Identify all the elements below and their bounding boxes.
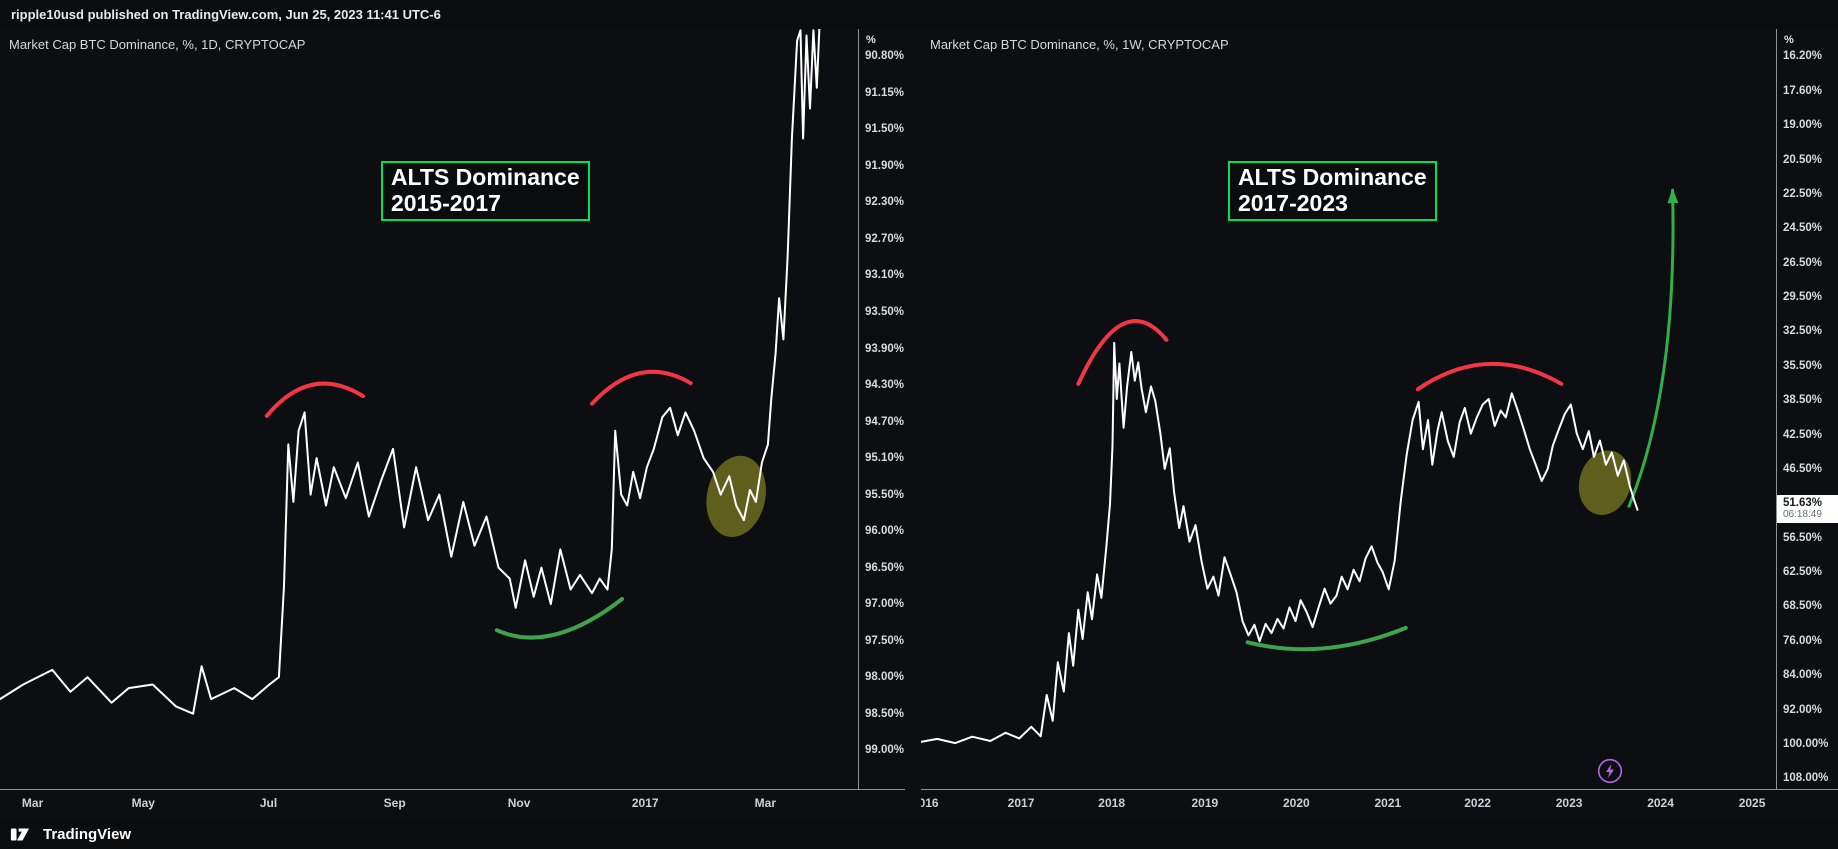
red-arc-drawing [1415, 361, 1564, 392]
price-axis-daily[interactable]: % 90.80% 91.15% 91.50% 91.90% 92.30% 92.70% 93… [858, 29, 905, 789]
up-arrow-head [1667, 188, 1679, 204]
price-tick-label: 95.10% [865, 452, 905, 465]
chart-legend-daily: Market Cap BTC Dominance, %, 1D, CRYPTOC… [9, 37, 306, 52]
price-tick-label: 96.00% [865, 525, 905, 538]
time-tick-label: 2018 [1098, 796, 1126, 810]
price-tick-label: 20.50% [1783, 153, 1823, 166]
price-tick-label: 32.50% [1783, 325, 1823, 338]
price-line-chart-weekly [921, 188, 1679, 745]
time-tick-label: 2021 [1374, 796, 1402, 810]
series-line [921, 341, 1639, 745]
time-tick-label: 2025 [1738, 796, 1766, 810]
time-axis-daily[interactable]: Mar May Jul Sep Nov 2017 Mar [0, 789, 905, 819]
price-tick-label: 91.15% [865, 86, 905, 99]
chart-plot-daily[interactable]: Market Cap BTC Dominance, %, 1D, CRYPTOC… [0, 29, 858, 789]
time-tick-label: 2017 [631, 796, 659, 810]
time-tick-label: 2020 [1282, 796, 1310, 810]
red-arc-drawing [1076, 319, 1169, 386]
lightning-icon [1598, 758, 1623, 783]
chart-plot-weekly[interactable]: Market Cap BTC Dominance, %, 1W, CRYPTOC… [921, 29, 1776, 789]
price-axis-weekly[interactable]: % 51.63% 06:18:49 16.20% 17.60% 19.00% 20.5… [1776, 29, 1838, 789]
price-tick-label: 62.50% [1783, 566, 1823, 579]
last-price-value: 51.63% [1783, 496, 1823, 509]
price-tick-label: 35.50% [1783, 359, 1823, 372]
price-tick-label: 29.50% [1783, 291, 1823, 304]
chart-panel-daily: Market Cap BTC Dominance, %, 1D, CRYPTOC… [0, 29, 905, 819]
price-tick-label: 92.30% [865, 196, 905, 209]
price-tick-label: 91.90% [865, 159, 905, 172]
green-arc-drawing [1245, 625, 1408, 652]
highlight-ellipse-drawing [706, 455, 766, 537]
price-tick-label: 56.50% [1783, 531, 1823, 544]
price-tick-label: 94.30% [865, 379, 905, 392]
time-tick-label: 2017 [1007, 796, 1035, 810]
time-tick-label: 2016 [921, 796, 939, 810]
price-tick-label: 108.00% [1783, 772, 1829, 785]
time-tick-label: 2024 [1647, 796, 1674, 810]
price-tick-label: 68.50% [1783, 600, 1823, 613]
price-tick-label: 93.90% [865, 342, 905, 355]
price-tick-label: 98.50% [865, 707, 905, 720]
price-tick-label: 93.10% [865, 269, 905, 282]
price-tick-label: 42.50% [1783, 428, 1823, 441]
price-tick-label: 19.00% [1783, 119, 1823, 132]
price-tick-label: 95.50% [865, 488, 905, 501]
tradingview-logo-icon[interactable] [10, 825, 36, 844]
time-tick-label: Sep [383, 796, 406, 810]
price-tick-label: 84.00% [1783, 669, 1823, 682]
price-tick-label: 90.80% [865, 50, 905, 63]
time-tick-label: 2022 [1464, 796, 1491, 810]
time-tick-label: Jul [259, 796, 278, 810]
time-tick-label: Mar [21, 796, 44, 810]
price-line-chart-daily [0, 29, 821, 715]
time-tick-label: Mar [754, 796, 776, 810]
red-arc-drawing [590, 369, 693, 406]
time-tick-label: May [131, 796, 155, 810]
price-tick-label: 97.00% [865, 598, 905, 611]
time-axis-weekly[interactable]: 2016 2017 2018 2019 2020 2021 2022 2023 2024 2025 [921, 789, 1838, 819]
price-axis-unit-weekly: % [1784, 34, 1794, 46]
charts-area: Market Cap BTC Dominance, %, 1D, CRYPTOC… [0, 29, 1838, 819]
publish-banner: ripple10usd published on TradingView.com… [0, 0, 1838, 29]
brand-name[interactable]: TradingView [43, 825, 132, 843]
price-tick-label: 94.70% [865, 415, 905, 428]
price-tick-label: 26.50% [1783, 256, 1823, 269]
price-tick-label: 100.00% [1783, 738, 1829, 750]
last-price-label: 51.63% 06:18:49 [1777, 494, 1838, 523]
footer: TradingView [0, 819, 1838, 849]
series-line [0, 29, 821, 715]
bar-countdown: 06:18:49 [1783, 508, 1822, 520]
publish-info: ripple10usd published on TradingView.com… [11, 7, 441, 22]
red-arc-drawing [264, 381, 365, 418]
price-tick-label: 16.20% [1783, 50, 1823, 63]
price-tick-label: 98.00% [865, 671, 905, 684]
price-tick-label: 17.60% [1783, 84, 1823, 97]
price-axis-unit-daily: % [866, 34, 876, 46]
green-arc-drawing [494, 597, 625, 640]
price-tick-label: 97.50% [865, 634, 905, 647]
price-tick-label: 99.00% [865, 744, 905, 757]
price-tick-label: 46.50% [1783, 462, 1823, 475]
price-tick-label: 76.00% [1783, 634, 1823, 647]
boost-button[interactable] [1596, 757, 1624, 785]
price-tick-label: 92.70% [865, 232, 905, 245]
time-tick-label: Nov [507, 796, 531, 810]
highlight-ellipse-drawing [1578, 450, 1632, 515]
alts-dominance-annotation: ALTS Dominance 2015-2017 [380, 161, 590, 222]
price-tick-label: 38.50% [1783, 394, 1823, 407]
price-tick-label: 92.00% [1783, 703, 1823, 716]
time-tick-label: 2019 [1191, 796, 1219, 810]
price-tick-label: 22.50% [1783, 187, 1823, 200]
chart-legend-weekly: Market Cap BTC Dominance, %, 1W, CRYPTOC… [930, 37, 1229, 52]
price-tick-label: 24.50% [1783, 222, 1823, 235]
price-tick-label: 96.50% [865, 561, 905, 574]
price-tick-label: 93.50% [865, 305, 905, 318]
price-tick-label: 91.50% [865, 123, 905, 136]
up-arrow-drawing [1627, 188, 1675, 508]
time-tick-label: 2023 [1555, 796, 1583, 810]
alts-dominance-annotation: ALTS Dominance 2017-2023 [1227, 161, 1437, 222]
chart-panel-weekly: Market Cap BTC Dominance, %, 1W, CRYPTOC… [921, 29, 1838, 819]
